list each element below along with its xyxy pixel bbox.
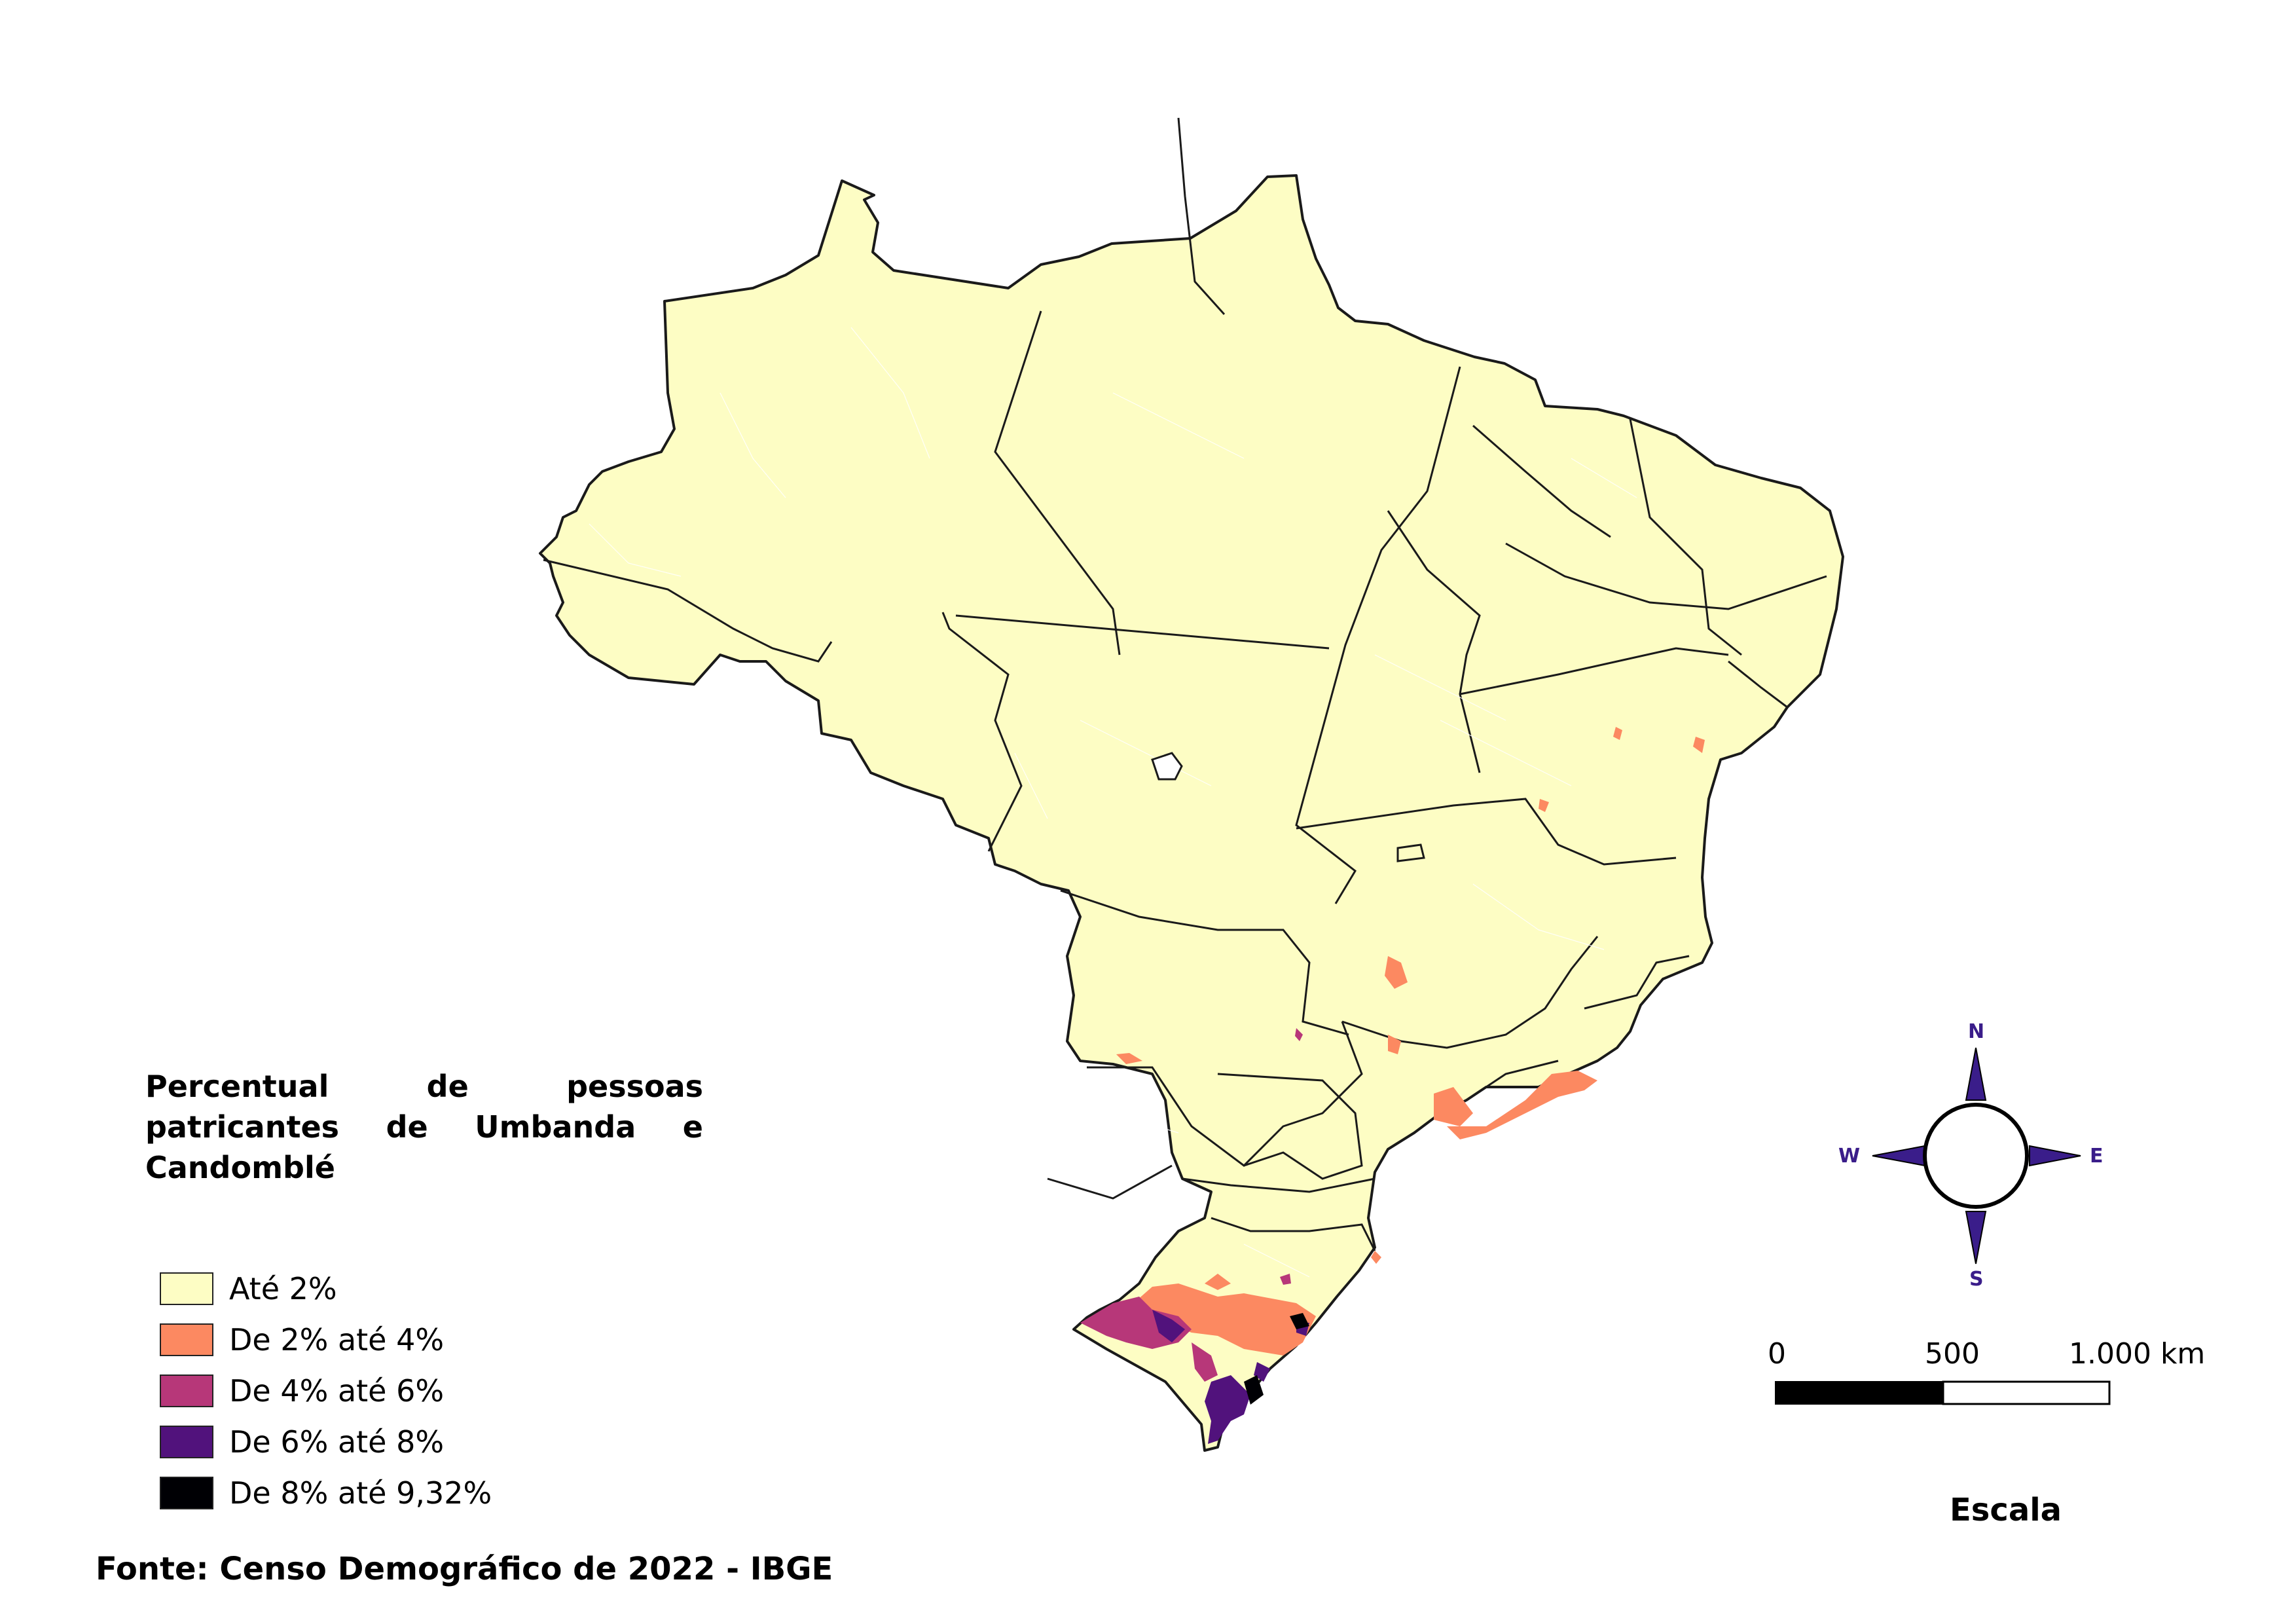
legend: Até 2% De 2% até 4% De 4% até 6% De 6% a… <box>160 1267 492 1522</box>
legend-label: De 6% até 8% <box>229 1424 445 1460</box>
legend-item: De 4% até 6% <box>160 1369 492 1412</box>
legend-item: De 2% até 4% <box>160 1318 492 1361</box>
compass-west-label: W <box>1838 1145 1861 1168</box>
source-note: Fonte: Censo Demográfico de 2022 - IBGE <box>96 1551 833 1587</box>
legend-swatch <box>160 1375 213 1407</box>
legend-label: Até 2% <box>229 1271 337 1306</box>
class-2-4-patches <box>1116 727 1705 1356</box>
white-patch <box>1151 752 1183 781</box>
legend-swatch <box>160 1323 213 1356</box>
compass-south-label: S <box>1969 1268 1984 1291</box>
municipal-boundaries <box>589 327 1637 1278</box>
legend-label: De 4% até 6% <box>229 1373 445 1409</box>
scale-tick-0: 0 <box>1768 1337 1786 1371</box>
legend-swatch <box>160 1477 213 1509</box>
brazil-outline <box>539 174 1844 1452</box>
scale-title: Escala <box>1950 1492 2062 1528</box>
legend-swatch <box>160 1426 213 1458</box>
scale-tick-mid: 500 <box>1925 1337 1980 1371</box>
class-8-932-patches <box>1244 1313 1309 1405</box>
legend-item: Até 2% <box>160 1267 492 1310</box>
scale-tick-max: 1.000 km <box>2069 1337 2206 1371</box>
legend-label: De 2% até 4% <box>229 1322 445 1357</box>
state-boundaries <box>543 117 1827 1251</box>
legend-label: De 8% até 9,32% <box>229 1475 492 1511</box>
legend-swatch <box>160 1272 213 1305</box>
legend-title: Percentual de pessoas patricantes de Umb… <box>145 1069 703 1185</box>
scale-bar <box>1775 1380 2111 1405</box>
legend-item: De 6% até 8% <box>160 1420 492 1464</box>
compass-east-label: E <box>2090 1145 2104 1168</box>
compass-north-label: N <box>1968 1020 1985 1043</box>
compass-rose <box>1872 1047 2081 1264</box>
legend-item: De 8% até 9,32% <box>160 1471 492 1515</box>
